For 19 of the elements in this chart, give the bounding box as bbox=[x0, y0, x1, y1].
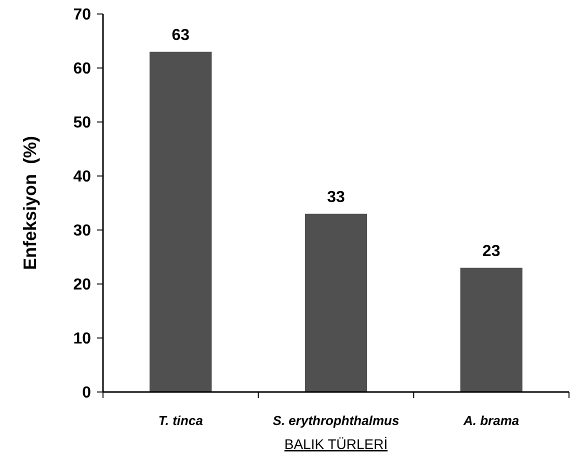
bar bbox=[304, 214, 368, 392]
bar bbox=[150, 52, 212, 392]
y-tick-label: 0 bbox=[82, 384, 92, 402]
y-tick-label: 20 bbox=[73, 276, 92, 294]
y-tick-label: 60 bbox=[73, 60, 92, 78]
x-tick-label: S. erythrophthalmus bbox=[272, 413, 400, 428]
data-label: 33 bbox=[327, 188, 345, 206]
y-axis-title: Enfeksiyon (%) bbox=[20, 136, 40, 270]
bar bbox=[460, 268, 522, 392]
x-tick-label: T. tinca bbox=[158, 413, 203, 428]
y-tick-label: 10 bbox=[73, 330, 92, 348]
data-label: 63 bbox=[172, 26, 190, 44]
y-tick-label: 30 bbox=[73, 222, 92, 240]
y-tick-label: 50 bbox=[73, 114, 92, 132]
y-tick-label: 70 bbox=[73, 6, 92, 24]
y-tick-label: 40 bbox=[73, 168, 92, 186]
data-label: 23 bbox=[482, 242, 500, 260]
x-tick-label: A. brama bbox=[462, 413, 520, 428]
x-axis-title: BALIK TÜRLERİ bbox=[284, 436, 388, 452]
